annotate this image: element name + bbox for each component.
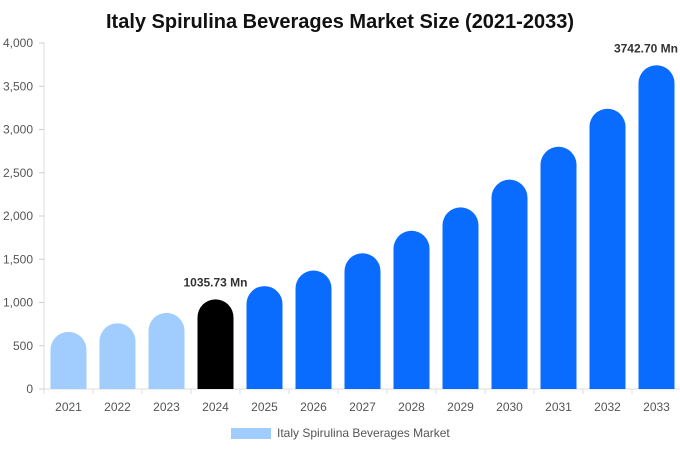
- bar-2022[interactable]: [99, 323, 136, 389]
- bar-2033[interactable]: [638, 65, 675, 390]
- x-tick-label: 2023: [153, 400, 180, 414]
- bar-2028[interactable]: [393, 230, 430, 389]
- y-tick-label: 0: [26, 382, 33, 396]
- y-tick-label: 4,000: [3, 36, 33, 50]
- x-tick-label: 2032: [594, 400, 621, 414]
- bar-2024[interactable]: [197, 299, 234, 389]
- bar-2027[interactable]: [344, 253, 381, 389]
- y-axis: 0 500 1,000 1,500 2,000 2,500 3,000 3,500 4,000: [3, 36, 45, 396]
- x-tick-label: 2022: [104, 400, 131, 414]
- x-tick-label: 2024: [202, 400, 229, 414]
- data-label-2033: 3742.70 Mn: [614, 41, 678, 55]
- y-tick-label: 500: [13, 339, 33, 353]
- x-tick-label: 2031: [545, 400, 572, 414]
- x-tick-label: 2027: [349, 400, 376, 414]
- y-tick-label: 1,000: [3, 296, 33, 310]
- bar-2025[interactable]: [246, 286, 283, 389]
- chart-title: Italy Spirulina Beverages Market Size (2…: [106, 11, 574, 33]
- y-tick-label: 3,500: [3, 79, 33, 93]
- data-labels: 1035.73 Mn 3742.70 Mn: [183, 41, 678, 289]
- x-tick-label: 2030: [496, 400, 523, 414]
- bar-2030[interactable]: [491, 179, 528, 389]
- x-tick-label: 2026: [300, 400, 327, 414]
- x-tick-label: 2033: [643, 400, 670, 414]
- legend-label: Italy Spirulina Beverages Market: [277, 426, 450, 440]
- y-tick-label: 3,000: [3, 123, 33, 137]
- x-tick-label: 2028: [398, 400, 425, 414]
- bars: [50, 65, 675, 390]
- legend[interactable]: Italy Spirulina Beverages Market: [231, 426, 450, 440]
- data-label-2024: 1035.73 Mn: [183, 275, 247, 289]
- bar-2029[interactable]: [442, 207, 479, 389]
- y-tick-label: 2,000: [3, 209, 33, 223]
- legend-swatch: [231, 428, 271, 439]
- y-tick-label: 2,500: [3, 166, 33, 180]
- x-tick-label: 2021: [55, 400, 82, 414]
- bar-2032[interactable]: [589, 108, 626, 390]
- bar-2026[interactable]: [295, 270, 332, 389]
- x-axis: 2021 2022 2023 2024 2025 2026 2027 2028 2029 2030…: [43, 388, 680, 414]
- bar-2021[interactable]: [50, 331, 87, 389]
- bar-2031[interactable]: [540, 146, 577, 389]
- x-tick-label: 2029: [447, 400, 474, 414]
- x-tick-label: 2025: [251, 400, 278, 414]
- y-tick-label: 1,500: [3, 252, 33, 266]
- bar-2023[interactable]: [148, 312, 185, 389]
